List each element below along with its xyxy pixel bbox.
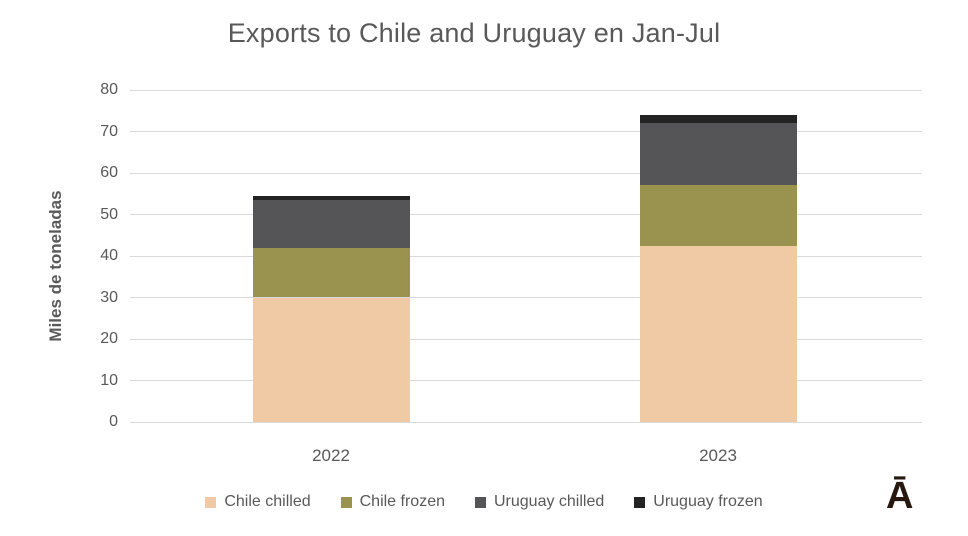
legend-item-chile-chilled: Chile chilled (205, 493, 311, 511)
chart-title: Exports to Chile and Uruguay en Jan-Jul (227, 18, 721, 48)
y-tick-label-40: 40 (100, 247, 118, 264)
legend-marker-icon (634, 496, 646, 508)
bar-2022-chile-chilled (252, 297, 410, 422)
bar-2023-chile-frozen (639, 185, 797, 246)
gridline-30 (130, 297, 922, 298)
gridline-80 (130, 89, 922, 91)
brand-logo: Ā (886, 475, 914, 517)
bar-2022-uruguay-chilled (252, 199, 410, 248)
gridline-60 (130, 172, 922, 174)
y-tick-label-0: 0 (109, 413, 118, 430)
legend-label: Uruguay frozen (653, 493, 763, 510)
legend-item-uruguay-chilled: Uruguay chilled (474, 493, 605, 511)
bar-2023-uruguay-chilled (639, 123, 797, 186)
y-tick-label-60: 60 (100, 164, 118, 181)
gridline-20 (130, 338, 922, 340)
y-tick-label-10: 10 (100, 371, 118, 389)
y-tick-label-20: 20 (100, 330, 118, 347)
y-axis-title: Miles de toneladas (46, 190, 65, 342)
x-tick-label-2022: 2022 (312, 446, 350, 465)
legend-label: Chile chilled (224, 493, 311, 510)
gridline-0 (130, 421, 922, 423)
legend-item-chile-frozen: Chile frozen (340, 493, 445, 511)
gridline-10 (130, 380, 922, 381)
legend-label: Chile frozen (359, 493, 445, 510)
bar-2023-uruguay-frozen (639, 114, 797, 124)
legend-label: Uruguay chilled (493, 493, 605, 510)
x-tick-label-2023: 2023 (699, 446, 737, 465)
y-tick-label-70: 70 (100, 122, 118, 140)
bar-2022-chile-frozen (252, 247, 410, 298)
gridline-40 (130, 255, 922, 257)
legend-marker-icon (340, 496, 352, 508)
gridline-50 (130, 214, 922, 215)
y-tick-label-80: 80 (100, 81, 118, 98)
legend-marker-icon (205, 496, 217, 508)
y-tick-label-30: 30 (100, 288, 118, 306)
legend-marker-icon (474, 496, 486, 508)
gridline-70 (130, 131, 922, 132)
legend: Chile chilled Chile frozen Uruguay chilled… (0, 493, 968, 511)
bar-2023-chile-chilled (639, 245, 797, 422)
bar-2022-uruguay-frozen (252, 195, 410, 200)
y-tick-label-50: 50 (100, 205, 118, 223)
legend-item-uruguay-frozen: Uruguay frozen (634, 493, 763, 511)
